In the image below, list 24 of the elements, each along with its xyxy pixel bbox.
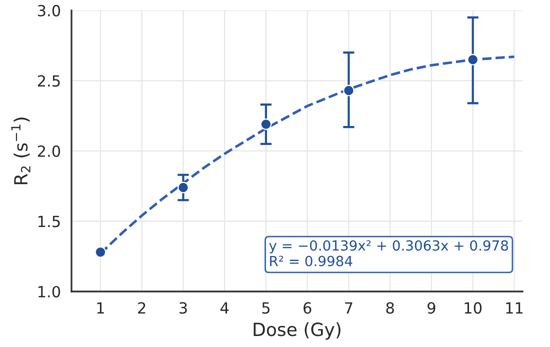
x-tick-label: 4 [220,302,229,314]
x-tick-label: 2 [138,302,146,314]
x-tick-label: 9 [428,302,436,314]
y-tick-label: 3.0 [38,4,60,16]
y-tick-label: 1.0 [38,286,60,298]
x-tick-label: 7 [345,302,352,314]
point [343,84,354,96]
point [260,118,272,130]
y-tick-label: 2.0 [38,145,60,157]
x-tick-label: 11 [506,302,523,314]
y-tick-label: 1.5 [38,216,60,228]
x-tick-label: 10 [464,302,482,314]
x-tick-label: 1 [97,302,104,314]
point [178,182,189,194]
annotation: y = −0.0139x² + 0.3063x + 0.978 R² = 0.9984 [269,240,508,266]
point [467,54,479,66]
x-tick-label: 5 [262,302,270,314]
x-tick-label: 6 [304,302,312,314]
point [94,246,106,258]
x-tick-label: 8 [386,302,394,314]
y-axis-title: R$_{2}$ (s$^{−1}$) [11,118,30,184]
x-axis-title: Dose (Gy) [254,322,340,340]
x-tick-label: 3 [180,302,187,314]
y-tick-label: 2.5 [38,75,60,87]
